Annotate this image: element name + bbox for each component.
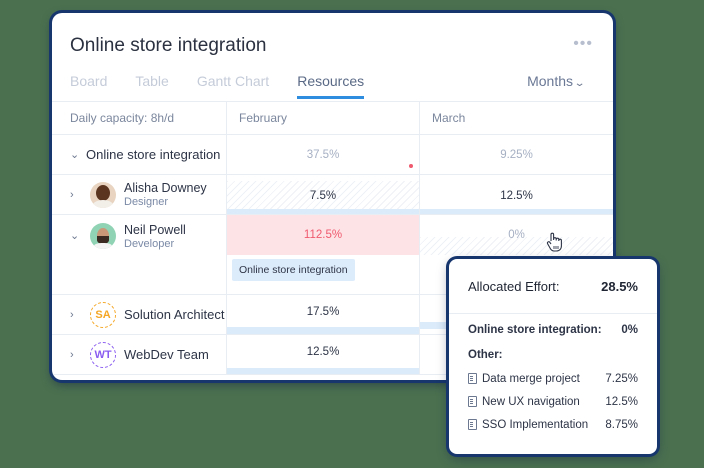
task-bar[interactable]: Online store integration [232, 259, 355, 281]
column-february: February [227, 102, 420, 134]
column-march: March [432, 111, 466, 125]
resource-name: Neil Powell [124, 223, 186, 237]
chevron-right-icon[interactable]: › [70, 188, 74, 201]
project-value: 8.75% [605, 418, 638, 431]
resource-name: Alisha Downey [124, 180, 207, 195]
cell-value: 17.5% [306, 305, 340, 318]
cell-value: 9.25% [500, 149, 533, 161]
resource-row-neil-powell[interactable]: ⌄ Neil Powell Developer 112.5% Online st… [52, 215, 613, 295]
team-badge: WT [90, 341, 116, 368]
tab-resources[interactable]: Resources [297, 73, 364, 99]
other-project-item: SSO Implementation 8.75% [449, 413, 657, 436]
other-project-item: New UX navigation 12.5% [449, 390, 657, 413]
chevron-down-icon[interactable]: ⌄ [70, 149, 80, 161]
resource-role: Developer [124, 238, 175, 250]
project-allocation-label: Online store integration: [468, 324, 602, 336]
timescale-select[interactable]: Months⌄ [527, 73, 593, 89]
resource-name: WebDev Team [124, 347, 209, 362]
page-title: Online store integration [70, 35, 267, 56]
clipboard-icon [468, 419, 477, 430]
capacity-label: Daily capacity: 8h/d [52, 102, 227, 134]
project-allocation-value: 0% [621, 324, 638, 336]
allocated-effort-tooltip: Allocated Effort: 28.5% Online store int… [449, 259, 657, 454]
resource-role: Designer [124, 195, 169, 208]
project-row: ⌄ Online store integration 37.5% 9.25% [52, 135, 613, 175]
tooltip-title: Allocated Effort: [468, 278, 560, 294]
avatar [90, 181, 116, 208]
clipboard-icon [468, 373, 477, 384]
resource-name: Solution Architect [124, 307, 225, 322]
more-options-icon[interactable]: ••• [573, 35, 593, 52]
chevron-down-icon: ⌄ [573, 78, 586, 89]
tab-table[interactable]: Table [135, 73, 169, 89]
cell-value: 7.5% [309, 190, 337, 202]
cell-value: 12.5% [306, 345, 340, 358]
view-tabs: Board Table Gantt Chart Resources [70, 73, 392, 99]
hand-pointer-icon [546, 232, 562, 252]
project-value: 7.25% [605, 372, 638, 385]
tab-gantt-chart[interactable]: Gantt Chart [196, 73, 270, 89]
tab-board[interactable]: Board [70, 73, 108, 89]
overload-indicator [409, 164, 413, 168]
avatar [90, 223, 116, 249]
cell-value: 37.5% [306, 149, 340, 161]
project-label: Data merge project [482, 372, 580, 385]
role-badge: SA [90, 301, 116, 328]
resource-row-alisha-downey[interactable]: › Alisha Downey Designer 7.5% 12.5% [52, 175, 613, 215]
cell-value: 12.5% [500, 190, 533, 202]
chevron-right-icon[interactable]: › [70, 308, 74, 321]
other-project-item: Data merge project 7.25% [449, 367, 657, 390]
project-label: SSO Implementation [482, 418, 589, 431]
grid-header: Daily capacity: 8h/d February March [52, 102, 613, 135]
project-name: Online store integration [86, 147, 221, 162]
project-label: New UX navigation [482, 395, 580, 408]
other-projects-label: Other: [468, 349, 503, 361]
tooltip-total: 28.5% [601, 278, 638, 294]
clipboard-icon [468, 396, 477, 407]
chevron-right-icon[interactable]: › [70, 348, 74, 361]
project-value: 12.5% [605, 395, 638, 408]
chevron-down-icon[interactable]: ⌄ [70, 230, 80, 242]
cell-value: 0% [508, 229, 525, 241]
overallocated-value: 112.5% [303, 229, 343, 241]
resource-row-webdev-team[interactable]: › WT WebDev Team 12.5% [52, 335, 613, 375]
timescale-label: Months [527, 73, 573, 89]
